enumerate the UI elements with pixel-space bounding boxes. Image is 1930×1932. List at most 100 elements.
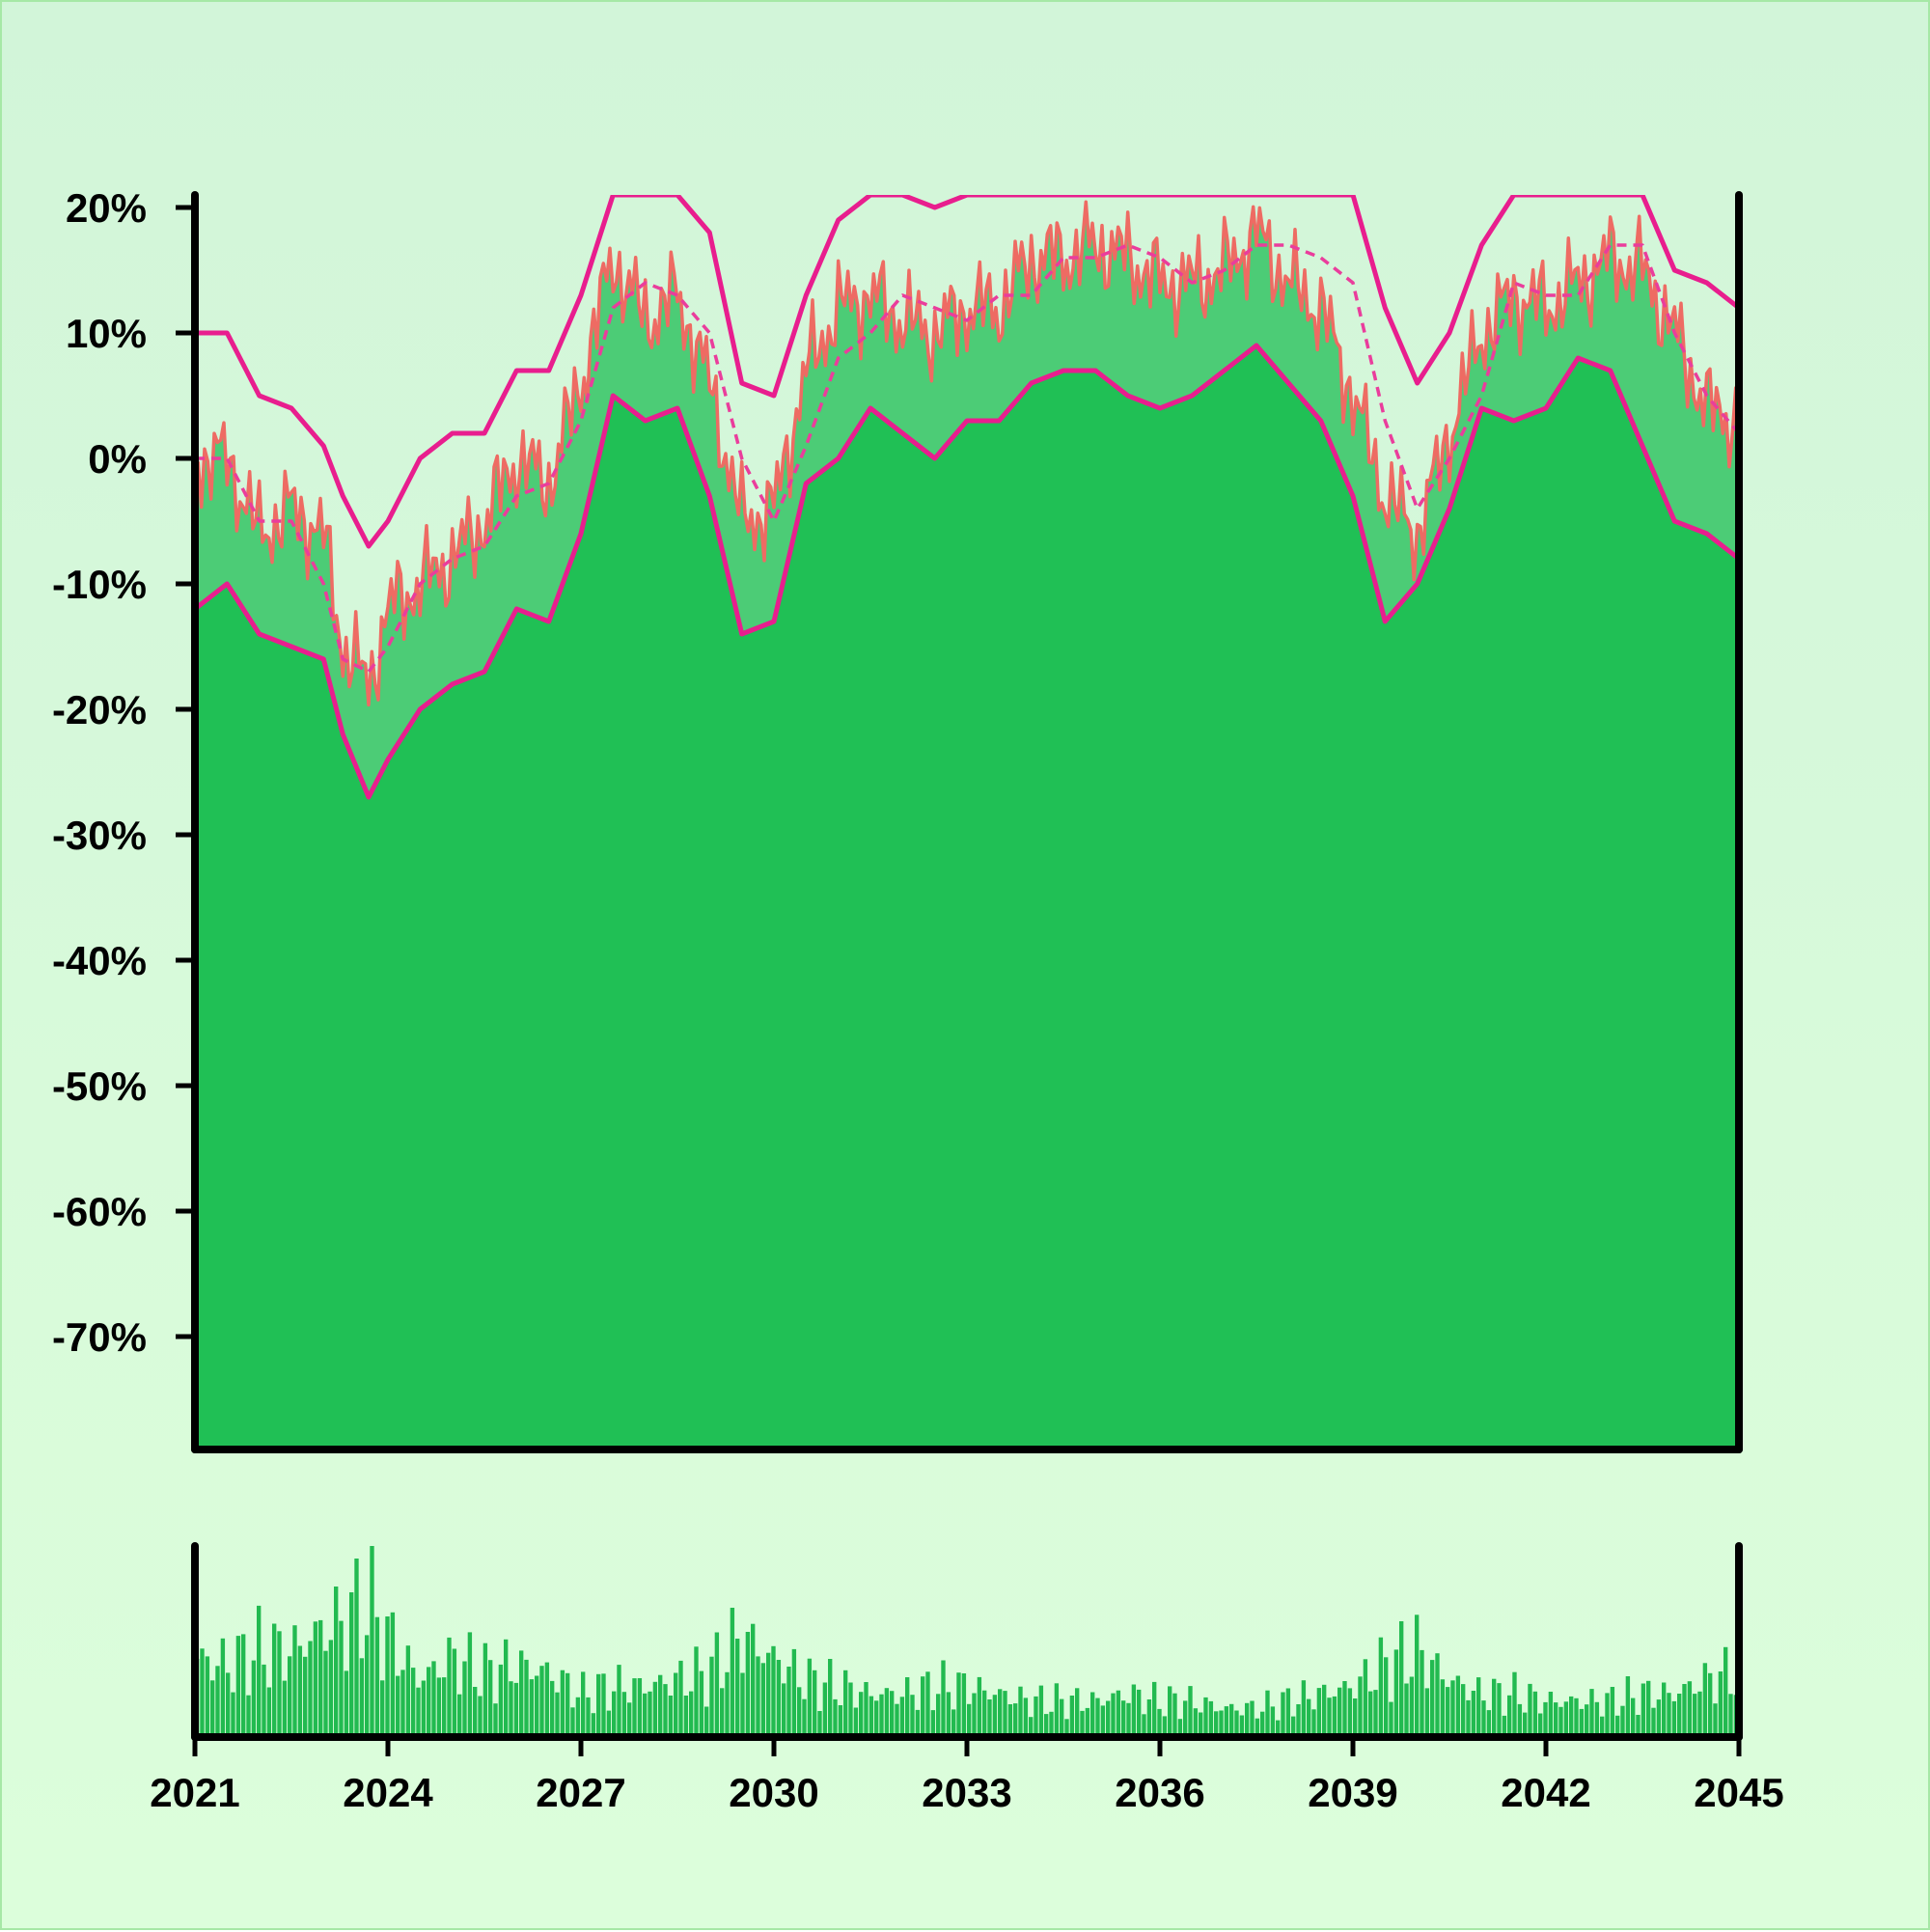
- volume-bar: [766, 1652, 771, 1737]
- volume-bar: [334, 1587, 339, 1737]
- volume-bar: [1558, 1706, 1563, 1737]
- volume-bar: [1064, 1719, 1069, 1737]
- volume-bar: [1687, 1681, 1693, 1737]
- volume-bar: [1486, 1710, 1492, 1737]
- volume-bar: [838, 1705, 843, 1737]
- volume-bar: [457, 1694, 462, 1737]
- volume-bar: [1121, 1700, 1126, 1737]
- volume-bar: [694, 1646, 699, 1737]
- volume-bar: [910, 1695, 915, 1737]
- volume-bar: [374, 1616, 380, 1737]
- volume-bar: [215, 1666, 220, 1737]
- volume-bar: [1208, 1700, 1214, 1737]
- price-line: [195, 200, 1739, 707]
- volume-bar: [807, 1658, 813, 1737]
- volume-bar: [612, 1691, 617, 1737]
- volume-bar: [565, 1672, 570, 1737]
- volume-bar: [941, 1660, 946, 1737]
- y-axis-ticks: 20% 10% 0% -10% -20% -30% -40% -50% -60% -70%: [52, 185, 195, 1360]
- y-tick-label: -60%: [52, 1189, 147, 1234]
- volume-bar: [776, 1660, 782, 1737]
- volume-bar: [1337, 1687, 1342, 1737]
- x-axis-ticks: 2021 2024 2027 2030 2033 2036 2039 2042 2045: [150, 1737, 1784, 1815]
- volume-bar: [859, 1692, 864, 1737]
- volume-bar: [998, 1689, 1003, 1737]
- volume-bar: [1393, 1649, 1399, 1737]
- volume-bar: [930, 1710, 936, 1737]
- volume-bar: [1332, 1696, 1337, 1737]
- volume-bar: [1600, 1716, 1605, 1737]
- volume-bar: [1199, 1712, 1203, 1737]
- volume-bar: [1131, 1684, 1137, 1737]
- volume-bar: [1060, 1698, 1064, 1737]
- volume-bar: [699, 1670, 704, 1737]
- middle-line: [195, 243, 1739, 674]
- volume-bar: [411, 1668, 416, 1737]
- volume-bar: [431, 1661, 436, 1737]
- volume-bar: [1049, 1711, 1054, 1737]
- volume-bar: [925, 1671, 930, 1737]
- volume-bar: [1415, 1615, 1420, 1737]
- volume-bar: [1538, 1713, 1543, 1737]
- volume-bar: [1589, 1689, 1594, 1737]
- y-tick-label: -30%: [52, 813, 147, 858]
- volume-bar: [1455, 1675, 1461, 1737]
- volume-bar: [1430, 1660, 1435, 1737]
- volume-bar: [344, 1670, 349, 1737]
- volume-bar: [725, 1671, 730, 1737]
- volume-bar: [1492, 1678, 1497, 1737]
- volume-bar: [668, 1696, 674, 1737]
- volume-bar: [570, 1707, 575, 1737]
- volume-bar: [1260, 1711, 1265, 1737]
- volume-bar: [303, 1656, 308, 1737]
- volume-bar: [257, 1605, 262, 1737]
- volume-bar: [539, 1666, 544, 1737]
- volume-bar: [1579, 1708, 1585, 1737]
- volume-bar: [1054, 1683, 1060, 1737]
- x-tick-label: 2033: [922, 1770, 1011, 1815]
- volume-bar: [1446, 1687, 1450, 1737]
- volume-bar: [1239, 1715, 1245, 1737]
- volume-bar: [390, 1612, 396, 1737]
- volume-bar: [1342, 1681, 1347, 1737]
- volume-bar: [1450, 1680, 1455, 1737]
- volume-bar: [915, 1709, 921, 1737]
- volume-bar: [879, 1694, 884, 1737]
- volume-bar: [1281, 1692, 1285, 1737]
- volume-bar: [1481, 1700, 1486, 1737]
- volume-bar: [354, 1559, 359, 1737]
- volume-bar: [493, 1703, 498, 1737]
- volume-bar: [905, 1677, 910, 1737]
- volume-bar: [1631, 1697, 1636, 1737]
- volume-bar: [488, 1660, 493, 1737]
- volume-bar: [581, 1671, 586, 1737]
- volume-bar: [1126, 1702, 1131, 1737]
- y-tick-label: -10%: [52, 562, 147, 607]
- volume-bar: [1409, 1676, 1415, 1737]
- volume-bar: [704, 1706, 709, 1737]
- volume-bar: [1034, 1696, 1038, 1737]
- volume-bar: [1585, 1704, 1589, 1737]
- volume-bar: [601, 1673, 606, 1737]
- volume-bar: [266, 1687, 272, 1737]
- volume-bar: [1069, 1696, 1075, 1737]
- volume-bar: [1625, 1676, 1631, 1737]
- volume-bar: [771, 1645, 776, 1737]
- volume-bar: [1517, 1703, 1523, 1737]
- volume-bar: [1466, 1699, 1471, 1737]
- volume-bar: [1296, 1704, 1301, 1737]
- volume-bar: [1301, 1680, 1307, 1737]
- volume-bar: [1718, 1671, 1723, 1737]
- volume-bar: [529, 1679, 535, 1737]
- volume-bar: [899, 1697, 905, 1737]
- volume-bar: [1090, 1692, 1095, 1737]
- volume-bar: [1662, 1682, 1667, 1737]
- volume-bar: [627, 1702, 632, 1737]
- volume-bar: [652, 1681, 658, 1737]
- volume-bar: [1713, 1703, 1718, 1737]
- volume-bar: [1177, 1719, 1183, 1737]
- x-tick-label: 2027: [536, 1770, 625, 1815]
- volume-bar: [396, 1675, 400, 1737]
- volume-bar: [1038, 1685, 1044, 1737]
- volume-bar: [1368, 1691, 1373, 1737]
